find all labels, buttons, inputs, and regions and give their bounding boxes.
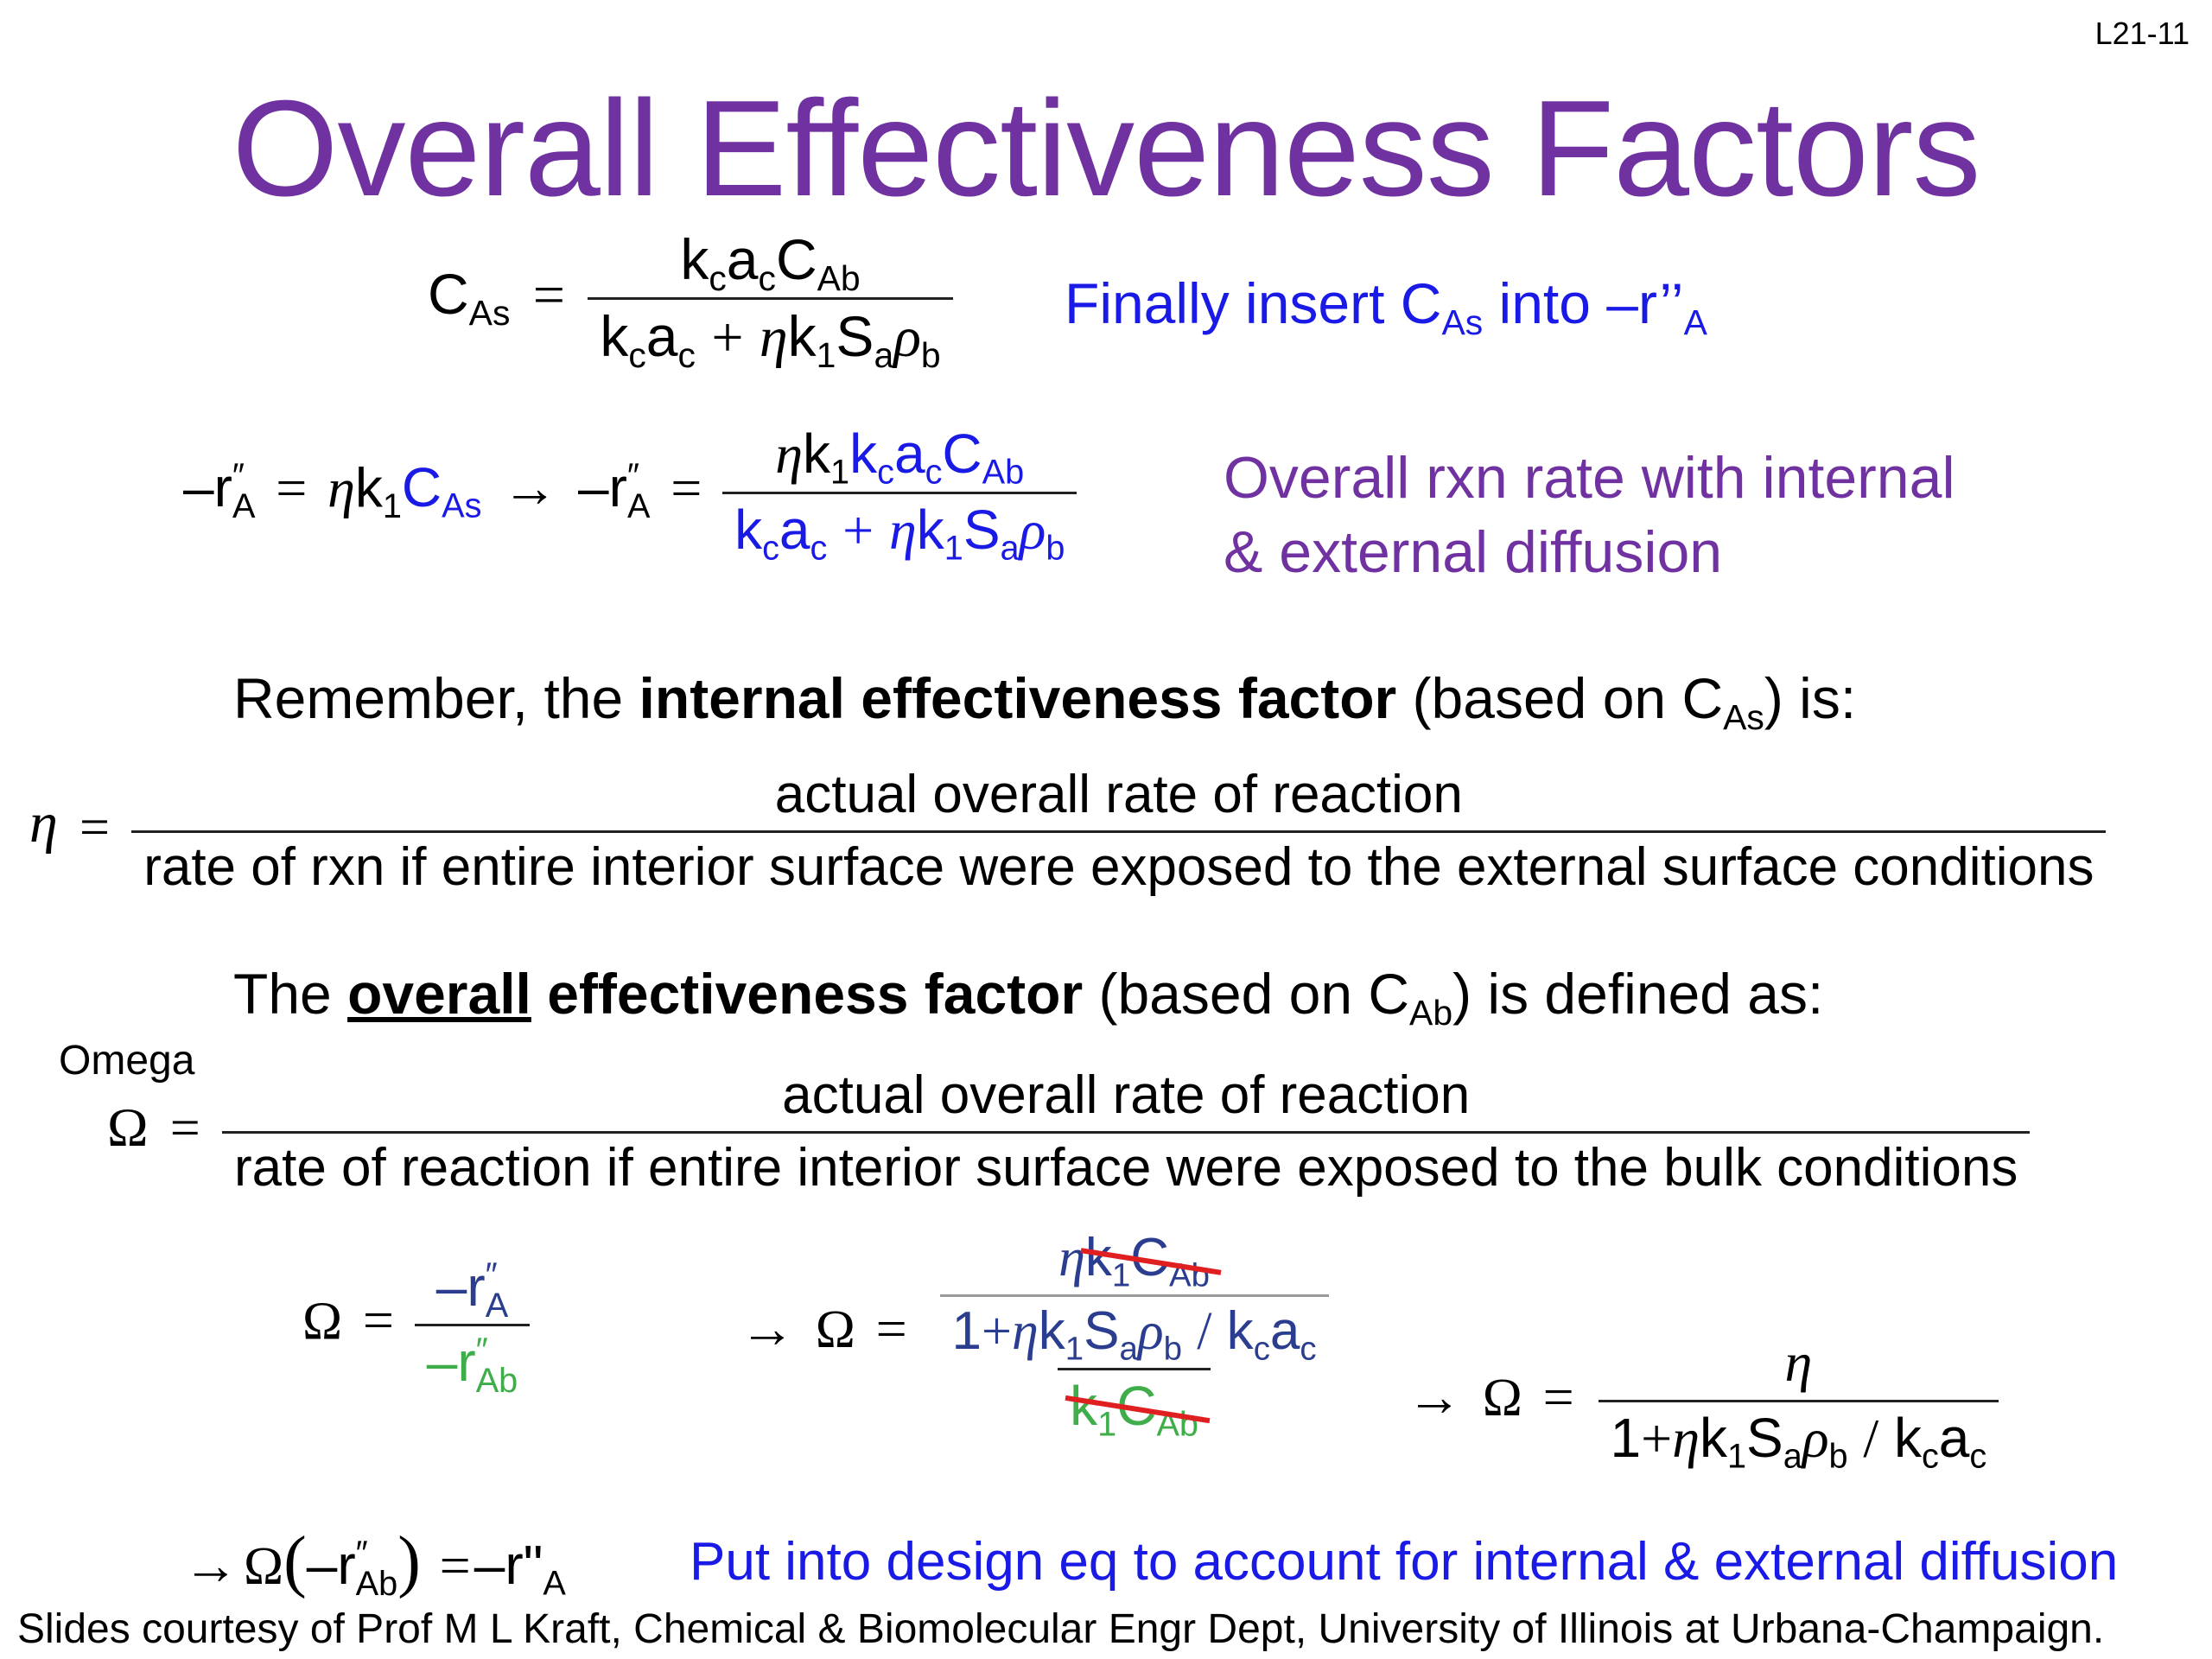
eq2-note-line1: Overall rxn rate with internal <box>1224 445 1955 511</box>
eq-omega-final: → Ω = η 1+ηk1Saρb / kcac <box>1402 1331 2002 1474</box>
footer-credit: Slides courtesy of Prof M L Kraft, Chemi… <box>17 1606 2105 1652</box>
eq1-note: Finally insert CAs into –r’’A <box>1065 271 1707 343</box>
eq-cas: CAs = kcacCAb kcac + ηk1Saρb <box>428 226 953 373</box>
eq-omega-design: →Ω(–r″Ab) =–r"A <box>183 1523 566 1603</box>
omega-numerator: actual overall rate of reaction <box>782 1065 1471 1125</box>
eta-definition: η = actual overall rate of reaction rate… <box>29 764 2107 898</box>
eq-omega-compound: → Ω = ηk1CAb 1+ηk1Saρb / kcac k1CAb <box>734 1227 1341 1442</box>
omega-label: Omega <box>59 1038 195 1084</box>
eq2-note-line2: & external diffusion <box>1224 519 1723 585</box>
omega-denominator: rate of reaction if entire interior surf… <box>222 1131 2031 1198</box>
eta-denominator: rate of rxn if entire interior surface w… <box>131 830 2107 898</box>
remember-text: Remember, the internal effectiveness fac… <box>233 666 1857 738</box>
omega-definition: Ω = actual overall rate of reaction rate… <box>107 1065 2031 1198</box>
design-note: Put into design eq to account for intern… <box>690 1532 2119 1592</box>
eq-rate: –r″A = ηk1CAs → –r″A = ηk1kcacCAb kcac +… <box>183 422 1077 566</box>
slide-number: L21-11 <box>2094 16 2190 51</box>
slide-title: Overall Effectiveness Factors <box>232 73 1981 225</box>
eq-omega-ratio: Ω = –r″A –r″Ab <box>302 1255 531 1398</box>
overall-text: The overall effectiveness factor (based … <box>233 962 1824 1033</box>
eta-numerator: actual overall rate of reaction <box>774 765 1463 824</box>
